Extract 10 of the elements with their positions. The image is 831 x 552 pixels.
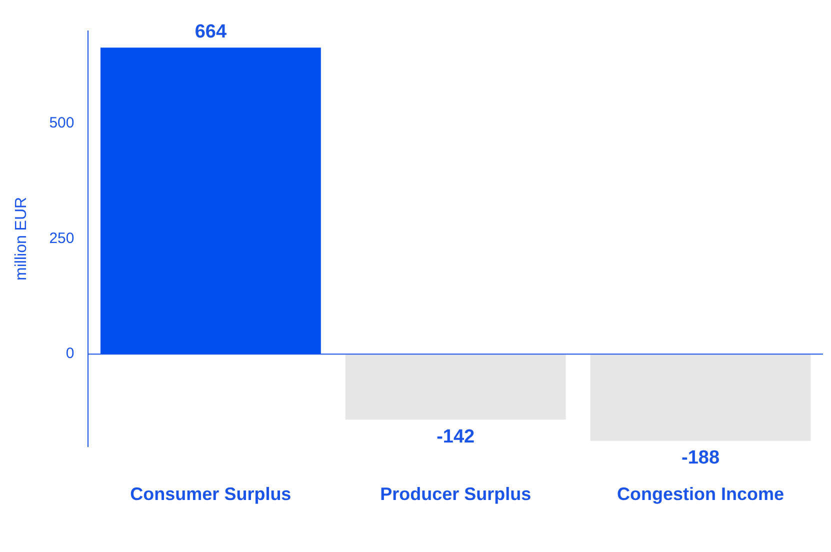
data-label: 664 [194,21,227,42]
x-tick-label: Consumer Surplus [130,484,292,504]
data-label: -142 [436,426,475,448]
x-tick-label: Producer Surplus [380,484,532,504]
data-label: -188 [682,448,720,469]
y-axis-title: million EUR [13,196,30,280]
y-tick-label: 250 [49,230,74,247]
y-tick-label: 500 [49,114,74,132]
x-tick-label: Congestion Income [617,484,784,504]
y-tick-label: 0 [66,345,74,362]
